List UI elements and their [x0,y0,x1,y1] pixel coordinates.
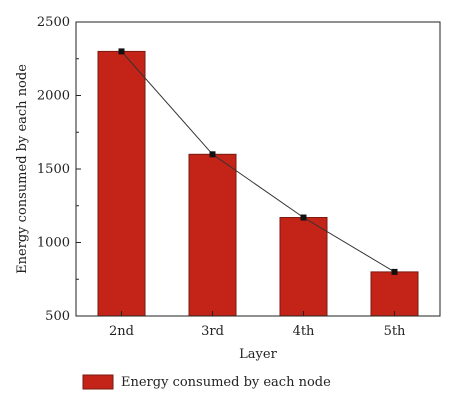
y-tick-label: 1000 [37,236,70,251]
y-tick-label: 500 [45,309,70,324]
bar-4th [279,217,328,317]
marker-5th [391,268,398,275]
x-axis-ticks: 2nd 3rd 4th 5th [109,311,406,339]
y-tick-label: 2000 [37,89,70,104]
trend-line [121,51,395,273]
trend-line-group [118,48,398,275]
legend-swatch [82,374,114,390]
marker-4th [300,214,307,221]
x-tick-label: 5th [384,324,406,339]
bar-5th [370,271,419,317]
legend-label: Energy consumed by each node [121,375,331,390]
x-tick-label: 3rd [201,324,224,339]
bar-2nd [97,50,146,317]
y-axis-title: Energy consumed by each node [15,64,30,274]
bars-group [97,50,419,317]
legend: Energy consumed by each node [82,374,331,390]
x-axis-title: Layer [239,347,277,362]
x-tick-label: 4th [293,324,315,339]
bar-3rd [188,153,237,317]
marker-3rd [209,151,216,158]
x-tick-label: 2nd [109,324,134,339]
y-axis-ticks: 500 1000 1500 2000 2500 [37,15,81,324]
y-tick-label: 1500 [37,162,70,177]
marker-2nd [118,48,125,55]
y-tick-label: 2500 [37,15,70,30]
